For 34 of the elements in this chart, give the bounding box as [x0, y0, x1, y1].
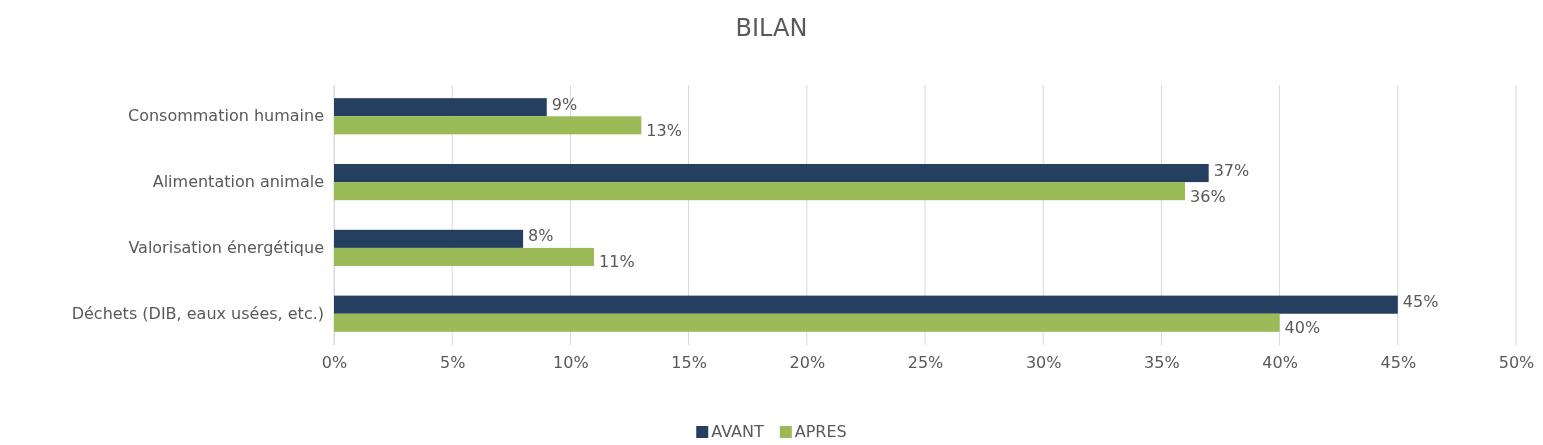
data-label: 45% [1402, 292, 1439, 312]
data-label: 8% [528, 226, 554, 246]
bar [334, 295, 1398, 314]
data-label: 36% [1190, 186, 1226, 206]
data-label: 9% [551, 94, 578, 114]
data-label: 11% [599, 252, 635, 272]
x-tick-label: 45% [1380, 353, 1417, 373]
bar [334, 247, 595, 267]
x-tick-label: 10% [553, 353, 589, 373]
y-tick-label: Alimentation animale [152, 172, 324, 192]
bar [334, 313, 1280, 332]
data-label: 13% [646, 120, 682, 140]
x-tick-label: 35% [1144, 353, 1180, 373]
bar [334, 182, 1186, 201]
legend-label: APRES [794, 422, 847, 441]
y-tick-label: Consommation humaine [127, 106, 324, 126]
x-tick-label: 25% [907, 353, 944, 373]
bar [334, 229, 524, 248]
x-tick-label: 50% [1498, 353, 1535, 373]
x-tick-label: 20% [789, 353, 826, 373]
y-tick-label: Déchets (DIB, eaux usées, etc.) [71, 303, 324, 323]
x-tick-label: 5% [440, 353, 466, 373]
x-tick-label: 0% [321, 353, 348, 373]
data-label: 40% [1284, 318, 1321, 338]
x-tick-label: 15% [671, 353, 707, 373]
x-tick-label: 30% [1025, 353, 1062, 373]
bar [334, 116, 642, 135]
legend-label: AVANT [711, 422, 764, 441]
chart-title: BILAN [735, 14, 808, 42]
y-tick-label: Valorisation énergétique [128, 238, 324, 258]
bar [334, 163, 1209, 183]
bar [334, 98, 547, 117]
data-label: 37% [1213, 160, 1250, 180]
x-tick-label: 40% [1262, 353, 1298, 373]
